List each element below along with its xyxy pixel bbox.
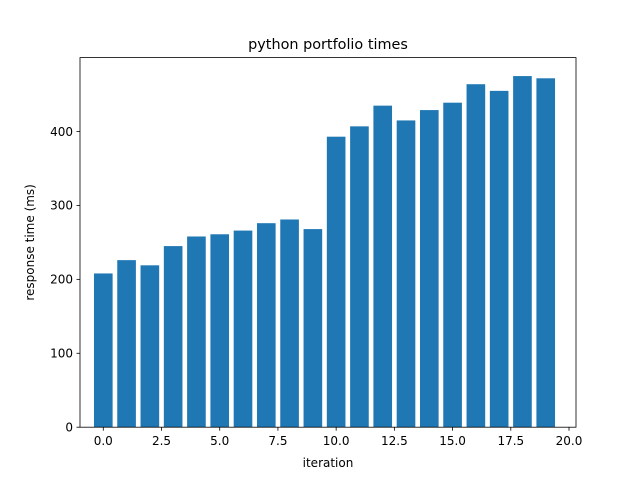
y-axis-ticks: 0 100 200 300 400 xyxy=(50,125,80,435)
bar-6 xyxy=(233,230,253,428)
x-tick-label: 7.5 xyxy=(268,434,287,448)
axes-frame xyxy=(79,57,577,428)
x-axis-ticks: 0.0 2.5 5.0 7.5 10.0 12.5 15.0 17.5 20.0 xyxy=(94,427,583,448)
bar-15 xyxy=(443,102,462,428)
y-tick-label: 200 xyxy=(50,273,73,287)
bar-2 xyxy=(140,265,160,428)
y-tick-label: 300 xyxy=(50,199,73,213)
bar-13 xyxy=(396,120,416,428)
x-tick-label: 20.0 xyxy=(556,434,583,448)
bar-19 xyxy=(536,78,556,428)
y-tick-label: 400 xyxy=(50,125,73,139)
bar-8 xyxy=(280,219,299,428)
bars-group xyxy=(93,76,556,428)
x-tick-label: 5.0 xyxy=(210,434,229,448)
bar-4 xyxy=(187,236,206,428)
y-tick-label: 0 xyxy=(65,421,73,435)
bar-18 xyxy=(513,76,532,428)
bar-5 xyxy=(210,234,230,428)
bar-9 xyxy=(303,229,323,428)
x-tick-label: 12.5 xyxy=(381,434,408,448)
bar-17 xyxy=(489,90,509,428)
y-axis-label: response time (ms) xyxy=(23,184,37,301)
chart-title: python portfolio times xyxy=(248,37,408,53)
bar-12 xyxy=(373,105,393,428)
bar-10 xyxy=(326,136,346,428)
bar-3 xyxy=(163,246,183,428)
bar-14 xyxy=(419,110,439,428)
x-tick-label: 15.0 xyxy=(439,434,466,448)
bar-16 xyxy=(466,84,486,428)
x-tick-label: 2.5 xyxy=(152,434,171,448)
x-axis-label: iteration xyxy=(303,456,354,470)
bar-7 xyxy=(256,223,276,428)
y-tick-label: 100 xyxy=(50,347,73,361)
x-tick-label: 17.5 xyxy=(497,434,524,448)
x-tick-label: 10.0 xyxy=(323,434,350,448)
bar-1 xyxy=(117,260,136,428)
x-tick-label: 0.0 xyxy=(94,434,113,448)
bar-11 xyxy=(350,126,369,428)
bar-0 xyxy=(93,273,113,428)
